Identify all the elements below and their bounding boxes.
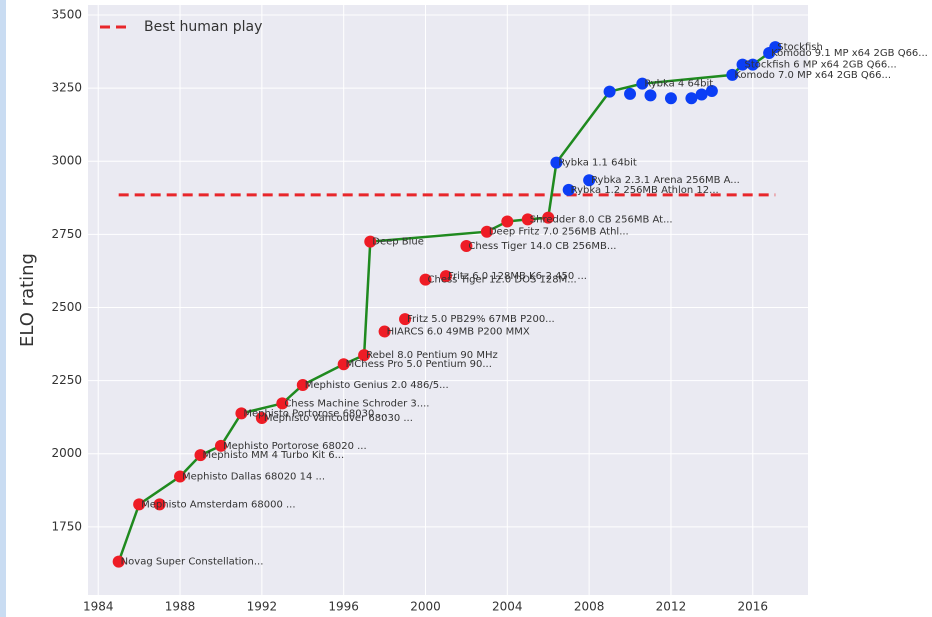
data-point bbox=[235, 407, 248, 420]
point-label: Mephisto MM 4 Turbo Kit 6... bbox=[203, 450, 345, 461]
y-tick-label: 3000 bbox=[51, 154, 82, 168]
data-point bbox=[378, 325, 391, 338]
point-label: Chess Machine Schroder 3.... bbox=[284, 398, 429, 409]
y-tick-label: 3250 bbox=[51, 81, 82, 95]
point-label: Mephisto Portorose 68020 ... bbox=[223, 441, 367, 452]
x-tick-label: 1984 bbox=[83, 600, 114, 614]
data-point bbox=[550, 156, 563, 169]
data-point bbox=[358, 349, 371, 362]
point-label: Deep Blue bbox=[372, 237, 424, 248]
data-point bbox=[583, 174, 596, 187]
point-label: Novag Super Constellation... bbox=[121, 557, 264, 568]
point-label: Chess Tiger 14.0 CB 256MB... bbox=[468, 241, 616, 252]
y-tick-label: 2000 bbox=[51, 446, 82, 460]
point-label: Mephisto Amsterdam 68000 ... bbox=[141, 499, 295, 510]
point-label: Komodo 9.1 MP x64 2GB Q66... bbox=[771, 48, 928, 59]
point-label: Rybka 1.1 64bit bbox=[558, 158, 637, 169]
data-point bbox=[736, 58, 749, 71]
point-label: Komodo 7.0 MP x64 2GB Q66... bbox=[734, 70, 891, 81]
data-point bbox=[521, 213, 534, 226]
data-point bbox=[726, 68, 739, 81]
x-tick-label: 2004 bbox=[492, 600, 523, 614]
point-label: Shredder 8.0 CB 256MB At... bbox=[530, 214, 673, 225]
data-point bbox=[460, 240, 473, 253]
data-point bbox=[174, 470, 187, 483]
point-label: Rybka 4 64bit bbox=[644, 79, 713, 90]
point-label: Mephisto Genius 2.0 486/5... bbox=[305, 380, 449, 391]
data-point bbox=[133, 498, 146, 511]
point-label: Stockfish bbox=[777, 42, 823, 53]
data-point bbox=[769, 41, 782, 54]
point-label: Rebel 8.0 Pentium 90 MHz bbox=[366, 350, 498, 361]
data-point bbox=[695, 88, 708, 101]
x-tick-label: 1988 bbox=[165, 600, 196, 614]
data-point bbox=[194, 449, 207, 462]
point-label: Mephisto Portorose 68030 ... bbox=[243, 408, 387, 419]
data-point bbox=[364, 235, 377, 248]
data-point bbox=[685, 92, 698, 105]
y-tick-label: 1750 bbox=[51, 519, 82, 533]
x-tick-label: 2012 bbox=[656, 600, 687, 614]
point-label: Mephisto Dallas 68020 14 ... bbox=[182, 472, 325, 483]
grid bbox=[88, 5, 808, 595]
point-label: Mephisto Vancouver 68030 ... bbox=[264, 413, 413, 424]
point-label: Stockfish 6 MP x64 2GB Q66... bbox=[745, 60, 897, 71]
data-point bbox=[255, 412, 268, 425]
data-point bbox=[542, 211, 555, 224]
data-point bbox=[562, 183, 575, 196]
data-point bbox=[276, 397, 289, 410]
data-point bbox=[636, 77, 649, 90]
point-label: Rybka 1.2 256MB Athlon 12... bbox=[571, 185, 719, 196]
point-label: Chess Tiger 12.0 DOS 128M... bbox=[428, 275, 577, 286]
data-point bbox=[296, 378, 309, 391]
point-label: Fritz 5.0 PB29% 67MB P200... bbox=[407, 314, 555, 325]
marks bbox=[112, 41, 782, 568]
data-point bbox=[439, 270, 452, 283]
legend-label: Best human play bbox=[144, 19, 262, 35]
point-label: Deep Fritz 7.0 256MB Athl... bbox=[489, 227, 629, 238]
x-tick-label: 2000 bbox=[410, 600, 441, 614]
data-point bbox=[480, 225, 493, 238]
data-point bbox=[664, 92, 677, 105]
point-label: Rybka 2.3.1 Arena 256MB A... bbox=[591, 175, 740, 186]
point-label: Fritz 6.0 128MB K6-2 450 ... bbox=[448, 271, 587, 282]
data-point bbox=[112, 555, 125, 568]
data-point bbox=[624, 87, 637, 100]
data-point bbox=[337, 358, 350, 371]
x-tick-label: 1996 bbox=[328, 600, 359, 614]
point-label: HIARCS 6.0 49MB P200 MMX bbox=[387, 326, 530, 337]
data-point bbox=[746, 58, 759, 71]
data-point bbox=[644, 89, 657, 102]
point-labels: Novag Super Constellation... Mephisto Ams… bbox=[121, 42, 928, 568]
data-point bbox=[419, 273, 432, 286]
y-tick-label: 2250 bbox=[51, 373, 82, 387]
plot-background bbox=[88, 5, 808, 595]
y-axis-label: ELO rating bbox=[17, 253, 38, 347]
x-tick-label: 1992 bbox=[247, 600, 278, 614]
data-point bbox=[705, 84, 718, 97]
data-point bbox=[153, 498, 166, 511]
left-strip bbox=[0, 0, 6, 617]
y-tick-label: 3500 bbox=[51, 7, 82, 21]
data-point bbox=[501, 215, 514, 228]
x-tick-label: 2016 bbox=[737, 600, 768, 614]
point-label: MChess Pro 5.0 Pentium 90... bbox=[346, 359, 492, 370]
y-tick-label: 2750 bbox=[51, 227, 82, 241]
y-tick-label: 2500 bbox=[51, 300, 82, 314]
data-point bbox=[214, 439, 227, 452]
data-point bbox=[399, 313, 412, 326]
data-point bbox=[603, 85, 616, 98]
x-tick-label: 2008 bbox=[574, 600, 605, 614]
